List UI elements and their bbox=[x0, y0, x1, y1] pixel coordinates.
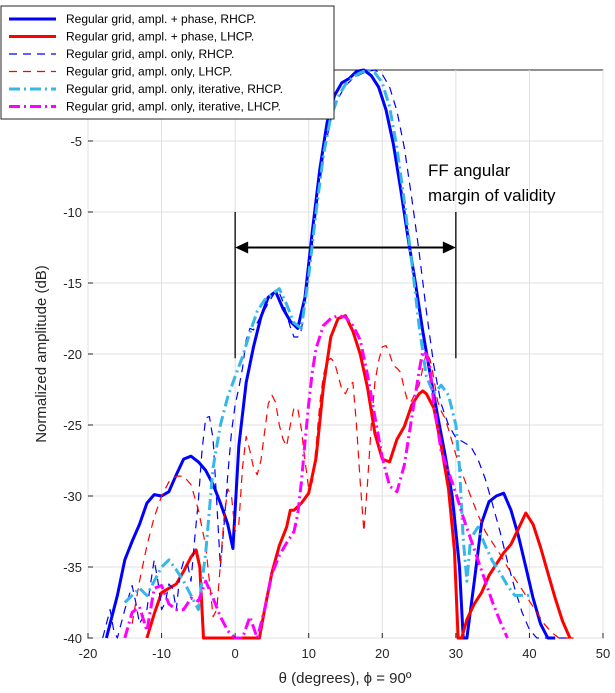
x-tick-label: -20 bbox=[79, 646, 98, 661]
annotation-arrowhead-right bbox=[442, 241, 456, 254]
y-tick-label: -30 bbox=[63, 489, 82, 504]
annotation bbox=[234, 212, 457, 359]
y-tick-label: -25 bbox=[63, 418, 82, 433]
y-tick-label: -10 bbox=[63, 205, 82, 220]
annotation-text-line2: margin of validity bbox=[428, 186, 556, 205]
x-tick-label: 30 bbox=[449, 646, 463, 661]
y-axis-label: Normalized amplitude (dB) bbox=[33, 265, 50, 443]
y-tick-label: -5 bbox=[70, 134, 82, 149]
x-tick-label: 50 bbox=[596, 646, 610, 661]
annotation-text-line1: FF angular bbox=[428, 161, 511, 180]
legend-label-5: Regular grid, ampl. only, iterative, RHC… bbox=[66, 82, 283, 96]
y-tick-label: -20 bbox=[63, 347, 82, 362]
series-line-1 bbox=[104, 68, 556, 640]
annotation-arrowhead-left bbox=[235, 241, 249, 254]
legend: Regular grid, ampl. + phase, RHCP. Regula… bbox=[0, 5, 335, 120]
y-tick-label: -35 bbox=[63, 560, 82, 575]
x-tick-label: 40 bbox=[522, 646, 536, 661]
legend-label-1: Regular grid, ampl. + phase, RHCP. bbox=[66, 12, 256, 26]
series-line-6 bbox=[123, 314, 509, 640]
legend-label-6: Regular grid, ampl. only, iterative, LHC… bbox=[66, 100, 281, 114]
x-tick-label: 0 bbox=[232, 646, 239, 661]
legend-label-3: Regular grid, ampl. only, RHCP. bbox=[66, 47, 234, 61]
series-line-3 bbox=[102, 69, 567, 639]
y-tick-label: -15 bbox=[63, 276, 82, 291]
x-tick-label: 20 bbox=[375, 646, 389, 661]
legend-label-2: Regular grid, ampl. + phase, LHCP. bbox=[66, 30, 254, 44]
y-tick-label: -40 bbox=[63, 631, 82, 646]
x-tick-label: 10 bbox=[301, 646, 315, 661]
axes: -20 -10 0 10 20 30 40 50 -5 -10 -15 -20 -25 -30 -35 -40 bbox=[63, 134, 610, 661]
legend-box bbox=[0, 5, 335, 120]
x-axis-label: θ (degrees), ϕ = 90º bbox=[279, 670, 412, 687]
legend-label-4: Regular grid, ampl. only, LHCP. bbox=[66, 65, 232, 79]
x-tick-label: -10 bbox=[152, 646, 171, 661]
